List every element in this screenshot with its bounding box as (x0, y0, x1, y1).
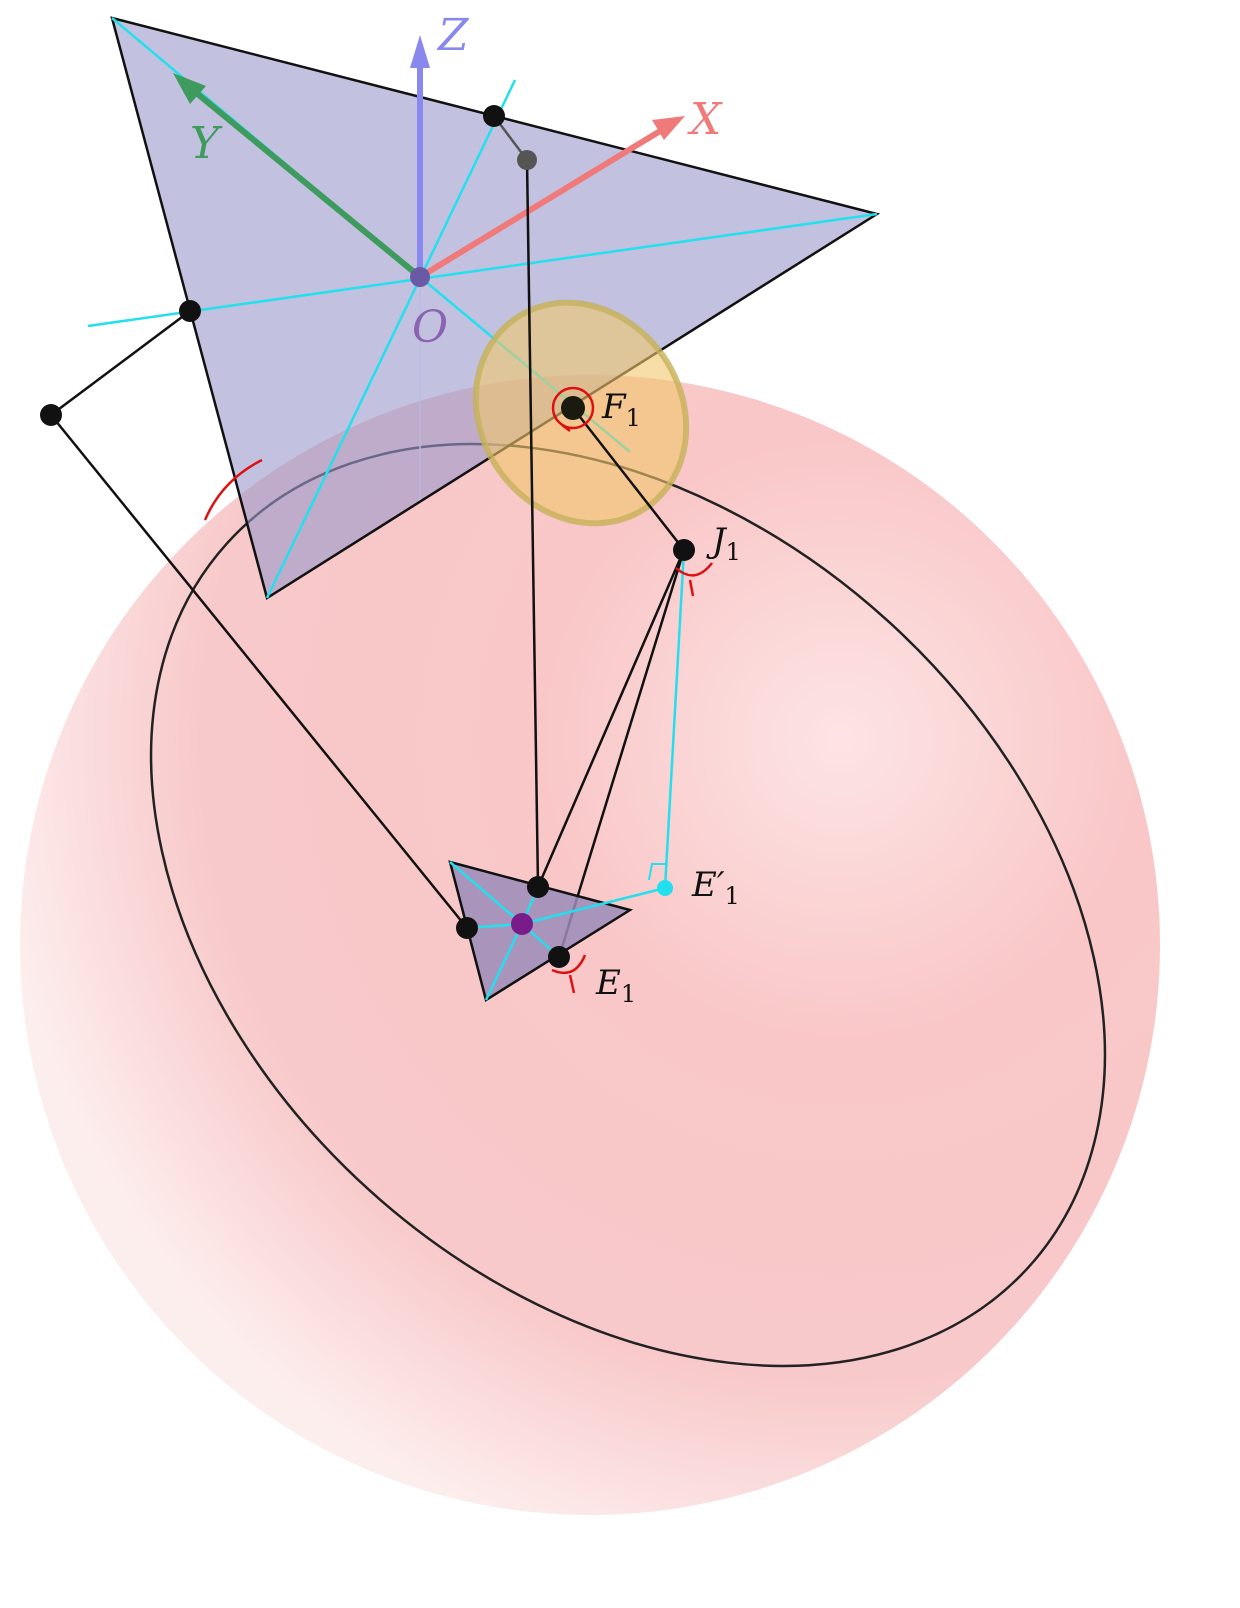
x-axis-label: X (687, 94, 723, 145)
workspace-ellipse (149, 442, 1107, 1368)
z-axis-label: Z (436, 10, 470, 61)
front-arm (536, 407, 686, 958)
y-axis-label: Y (190, 118, 223, 169)
origin-point (410, 267, 430, 287)
sphere-edge-mark (203, 458, 263, 521)
y-axis-arrowhead (173, 73, 206, 104)
right-angle-mark (648, 863, 667, 881)
back-arm-lower (525, 159, 540, 888)
z-axis-arrowhead (410, 35, 430, 68)
joint-rotation-marks (551, 386, 713, 994)
joint-dots (40, 105, 695, 968)
x-axis-arrowhead (652, 116, 685, 140)
left-arm (50, 309, 468, 929)
j1-label: J1 (706, 521, 741, 566)
y-axis (186, 83, 422, 280)
projection-line (663, 549, 686, 889)
x-axis (418, 122, 672, 280)
f1-label: F1 (601, 387, 641, 432)
origin-label: O (412, 302, 448, 353)
e1-prime-label: E′1 (691, 865, 740, 910)
workspace-sphere (20, 375, 1160, 1515)
e1-label: E1 (595, 963, 636, 1008)
